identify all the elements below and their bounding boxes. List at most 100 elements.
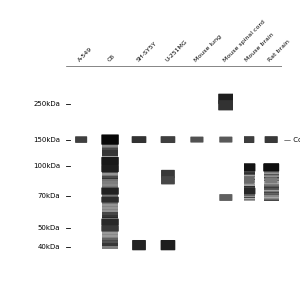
FancyBboxPatch shape: [161, 176, 175, 184]
Bar: [264, 200, 278, 201]
Bar: [240, 184, 255, 185]
Bar: [240, 200, 255, 201]
Bar: [102, 192, 118, 195]
Bar: [264, 183, 278, 184]
Bar: [240, 177, 255, 178]
Bar: [102, 187, 118, 190]
Bar: [240, 165, 255, 166]
Bar: [102, 237, 118, 240]
FancyBboxPatch shape: [101, 197, 119, 203]
Bar: [102, 215, 118, 218]
FancyBboxPatch shape: [101, 218, 119, 226]
Bar: [233, 66, 244, 280]
Bar: [102, 164, 118, 167]
Text: 100kDa: 100kDa: [33, 163, 60, 169]
Bar: [240, 170, 255, 172]
FancyBboxPatch shape: [219, 136, 232, 142]
Text: Mouse brain: Mouse brain: [244, 32, 275, 63]
Text: 70kDa: 70kDa: [38, 193, 60, 199]
Bar: [102, 226, 118, 229]
Bar: [264, 195, 278, 196]
Bar: [102, 175, 118, 179]
Bar: [264, 198, 278, 199]
Bar: [264, 187, 278, 188]
Bar: [240, 175, 255, 176]
Bar: [264, 167, 278, 168]
Bar: [264, 180, 278, 181]
FancyBboxPatch shape: [218, 100, 233, 110]
Bar: [102, 212, 118, 215]
Bar: [102, 206, 118, 209]
Text: SH-SY5Y: SH-SY5Y: [136, 41, 158, 63]
Bar: [102, 195, 118, 198]
Bar: [264, 175, 278, 176]
Bar: [102, 240, 118, 243]
Bar: [240, 174, 255, 176]
Bar: [102, 184, 118, 187]
Bar: [264, 172, 278, 173]
Bar: [102, 178, 118, 181]
Bar: [102, 232, 118, 235]
Bar: [240, 196, 255, 197]
Bar: [102, 220, 118, 224]
FancyBboxPatch shape: [239, 188, 255, 195]
Bar: [264, 164, 278, 165]
Bar: [240, 180, 255, 181]
Bar: [240, 176, 255, 177]
FancyBboxPatch shape: [162, 177, 174, 184]
Bar: [102, 204, 118, 207]
Bar: [102, 198, 118, 201]
Bar: [102, 161, 118, 164]
Text: Rat brain: Rat brain: [268, 39, 292, 63]
Bar: [102, 189, 118, 193]
Bar: [264, 191, 278, 192]
FancyBboxPatch shape: [241, 177, 254, 184]
Bar: [240, 194, 255, 195]
Bar: [240, 183, 255, 184]
FancyBboxPatch shape: [161, 170, 175, 178]
Bar: [102, 209, 118, 212]
Bar: [264, 190, 278, 191]
Bar: [240, 189, 255, 190]
Bar: [240, 188, 255, 190]
Bar: [102, 223, 118, 226]
FancyBboxPatch shape: [132, 136, 146, 143]
Bar: [264, 182, 278, 183]
Bar: [264, 177, 278, 178]
Bar: [102, 158, 118, 162]
Bar: [264, 181, 278, 182]
Bar: [240, 164, 255, 165]
FancyBboxPatch shape: [132, 240, 146, 250]
Bar: [102, 218, 118, 221]
FancyBboxPatch shape: [101, 187, 119, 195]
Bar: [102, 234, 118, 238]
Bar: [102, 181, 118, 184]
Bar: [264, 196, 278, 197]
Bar: [240, 198, 255, 199]
Bar: [264, 193, 278, 194]
Bar: [264, 187, 278, 189]
FancyBboxPatch shape: [219, 194, 232, 201]
Text: Mouse spinal cord: Mouse spinal cord: [222, 19, 266, 63]
Bar: [264, 174, 278, 176]
Bar: [240, 193, 255, 194]
Text: — Contactin 2: — Contactin 2: [284, 136, 300, 142]
FancyBboxPatch shape: [239, 163, 255, 172]
Bar: [102, 170, 118, 173]
Bar: [240, 178, 255, 179]
Bar: [102, 243, 118, 246]
Bar: [240, 182, 255, 183]
Bar: [264, 186, 278, 187]
Bar: [264, 188, 278, 190]
Bar: [102, 167, 118, 170]
Bar: [264, 176, 278, 177]
FancyBboxPatch shape: [101, 226, 119, 232]
FancyBboxPatch shape: [265, 136, 278, 143]
FancyBboxPatch shape: [101, 157, 119, 165]
Bar: [264, 170, 278, 172]
Bar: [264, 168, 278, 169]
Bar: [264, 178, 278, 179]
Text: 250kDa: 250kDa: [33, 101, 60, 107]
Bar: [102, 246, 118, 249]
Bar: [240, 186, 255, 187]
